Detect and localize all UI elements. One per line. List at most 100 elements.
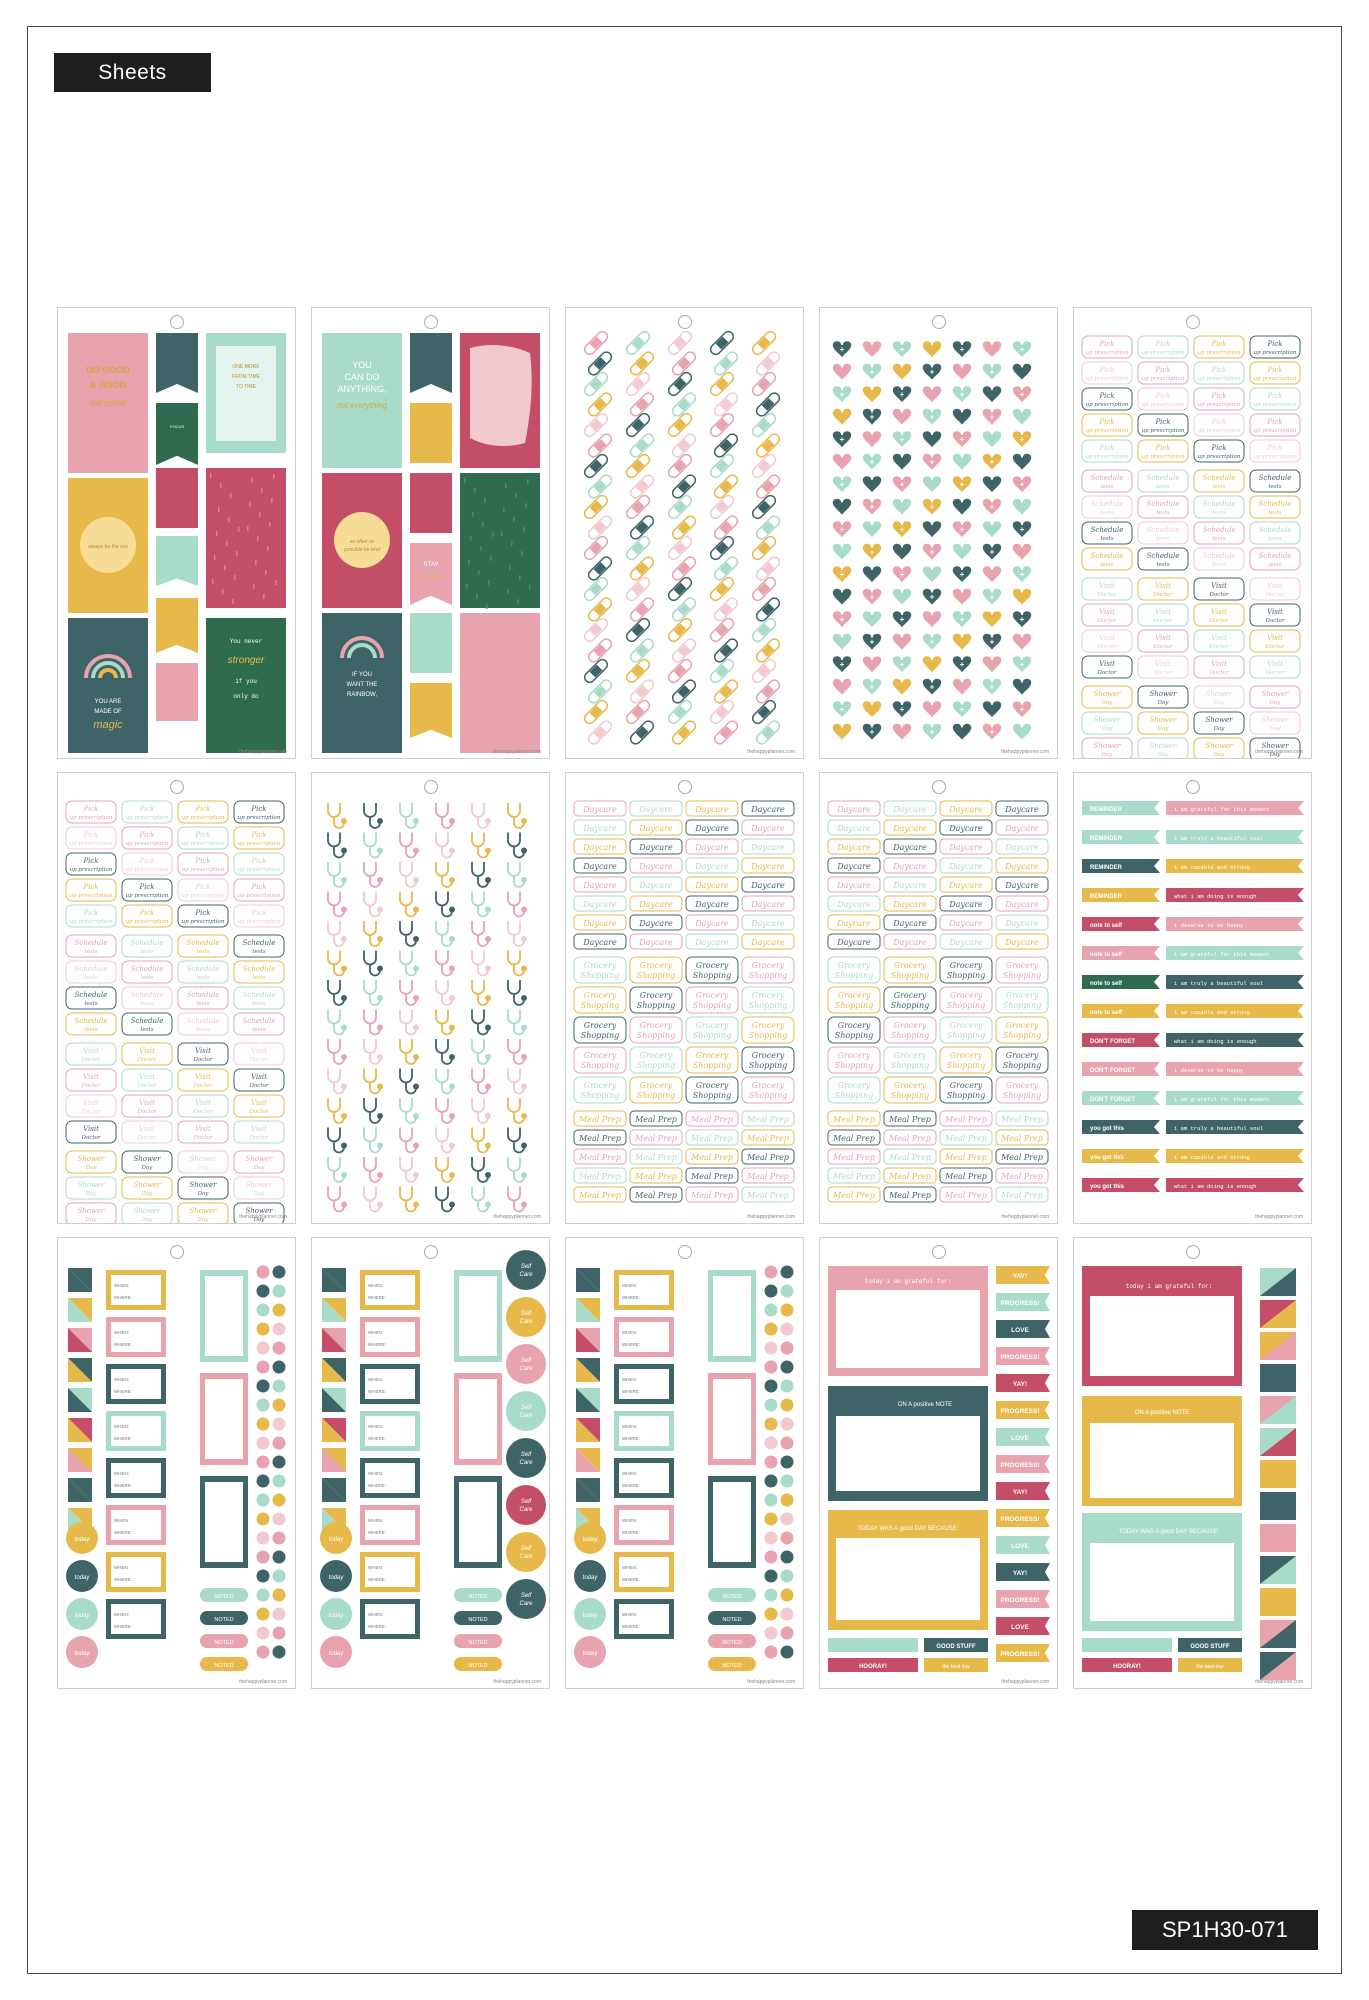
script-sticker xyxy=(883,857,937,874)
stethoscope-icon xyxy=(341,1083,347,1090)
banner-text: note to self xyxy=(1090,952,1123,958)
heart-sticker xyxy=(861,407,883,427)
script-text: Schedule xyxy=(1091,552,1124,560)
bandage-pad xyxy=(715,623,729,637)
sheet-artwork: todaytodaytodaytodayWHEN:WHERE:WHEN:WHER… xyxy=(66,1265,286,1671)
script-sticker xyxy=(685,1129,739,1146)
quote-card xyxy=(156,663,198,721)
script-sticker xyxy=(939,800,993,817)
script-text: Pick xyxy=(1154,418,1170,426)
bandage-sticker xyxy=(587,679,613,704)
bandage-sticker xyxy=(583,453,609,479)
script-sticker xyxy=(995,1110,1049,1127)
script-text: Visit xyxy=(195,1047,211,1055)
corner-sticker xyxy=(1260,1332,1296,1360)
script-sticker xyxy=(1193,711,1245,735)
heart-sticker xyxy=(981,497,1003,517)
script-text: up prescription xyxy=(1198,428,1241,434)
script-sticker xyxy=(1081,387,1133,411)
stethoscope-icon xyxy=(471,1157,489,1183)
rain-dot xyxy=(265,570,267,575)
corner-sticker xyxy=(576,1478,600,1502)
script-text: up prescription xyxy=(182,867,225,873)
script-text: Visit xyxy=(251,1047,267,1055)
script-text: tests xyxy=(140,1027,153,1033)
script-sticker xyxy=(1081,413,1133,437)
bandage-pad xyxy=(757,664,771,678)
script-text: Shopping xyxy=(1003,971,1042,980)
script-sticker xyxy=(573,956,627,984)
script-sticker xyxy=(741,1076,795,1104)
heart-sticker xyxy=(951,339,973,360)
script-text: Shopping xyxy=(1003,1061,1042,1070)
stethoscope-icon xyxy=(449,936,455,942)
script-text: Pick xyxy=(1210,366,1226,374)
stethoscope-icon xyxy=(507,921,525,947)
script-text: Doctor xyxy=(1265,618,1285,624)
script-text: Grocery xyxy=(752,1081,785,1090)
script-text: Day xyxy=(1269,700,1282,706)
stethoscope-icon xyxy=(327,862,345,888)
word-flag-sticker xyxy=(996,1644,1050,1662)
script-sticker xyxy=(685,1110,739,1127)
brand-footer: thehappyplanner.com xyxy=(1001,1214,1049,1220)
label-text: WHERE: xyxy=(368,1624,386,1629)
bandage-sticker xyxy=(751,658,777,684)
stethoscope-icon xyxy=(471,1039,489,1065)
script-text: Meal Prep xyxy=(1000,1153,1043,1162)
corner-sticker xyxy=(576,1328,600,1352)
script-text: Daycare xyxy=(892,805,927,814)
sticker-sheet-11: today today today today WHEN: WHERE: WHEN: WHER… xyxy=(57,1237,296,1689)
rain-dot xyxy=(472,512,474,517)
script-text: tests xyxy=(140,1001,153,1007)
script-text: Grocery xyxy=(950,991,983,1000)
label-text: WHERE: xyxy=(114,1342,132,1347)
label-text: WHEN: xyxy=(114,1377,129,1382)
script-text: Shopping xyxy=(835,1091,874,1100)
heart-sticker xyxy=(951,654,973,675)
script-text: Daycare xyxy=(582,881,617,890)
bandage-sticker xyxy=(625,535,651,561)
check-dot-sticker xyxy=(256,1417,270,1431)
script-text: tests xyxy=(1212,536,1225,542)
journal-card-inner xyxy=(836,1416,980,1491)
heart-sticker xyxy=(831,564,853,585)
script-sticker xyxy=(995,838,1049,855)
circle-text: Self xyxy=(521,1546,533,1552)
bandage-pad xyxy=(677,644,691,657)
heart-sticker xyxy=(951,429,973,450)
bandage-sticker xyxy=(671,392,697,417)
check-dot-sticker xyxy=(256,1322,270,1336)
script-text: Pick xyxy=(138,883,154,891)
heart-sticker xyxy=(1011,362,1033,382)
bandage-pad xyxy=(673,541,687,555)
quote-card xyxy=(410,613,452,673)
script-sticker xyxy=(741,933,795,950)
check-dot-sticker xyxy=(780,1493,794,1507)
stethoscope-icon xyxy=(363,980,381,1006)
stethoscope-icon xyxy=(363,1127,381,1154)
script-text: Doctor xyxy=(81,1057,101,1063)
script-text: up prescription xyxy=(1142,454,1185,460)
journal-card-inner xyxy=(1090,1296,1234,1376)
noted-sticker xyxy=(454,1588,502,1602)
corner-sticker xyxy=(1260,1652,1296,1680)
bandage-pad xyxy=(761,521,775,534)
circle-sticker xyxy=(320,1598,352,1630)
script-sticker xyxy=(685,1016,739,1044)
script-text: Schedule xyxy=(243,991,276,999)
stethoscope-icon xyxy=(327,803,345,829)
script-text: Pick xyxy=(1210,418,1226,426)
script-text: Daycare xyxy=(750,938,785,947)
label-text: WHERE: xyxy=(622,1530,640,1535)
bandage-pad xyxy=(589,377,603,391)
script-sticker xyxy=(233,1094,285,1118)
script-sticker xyxy=(629,1110,683,1127)
script-sticker xyxy=(995,819,1049,836)
journal-text: the best day xyxy=(1196,1664,1224,1670)
stethoscope-icon xyxy=(449,1024,455,1031)
script-sticker xyxy=(121,904,173,928)
journal-text: TODAY WAS A good DAY BECAUSE: xyxy=(858,1526,959,1532)
stethoscope-icon xyxy=(521,995,527,1001)
medical-cross-icon: + xyxy=(840,705,845,714)
